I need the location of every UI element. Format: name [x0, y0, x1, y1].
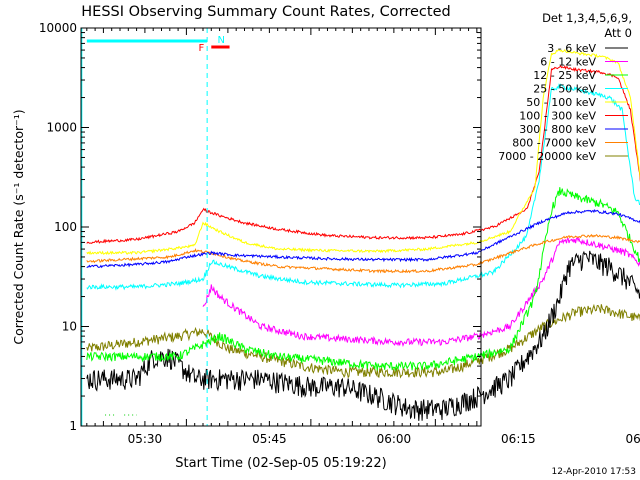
y-tick-label-1: 10 [62, 320, 77, 334]
y-tick-label-0: 1 [69, 419, 77, 433]
series-layer [86, 48, 640, 421]
legend-header-line-1: Det 1,3,4,5,6,9, [542, 11, 632, 25]
series-line-3 [86, 82, 640, 291]
series-line-1 [202, 236, 640, 347]
attenuator-state-label: N [218, 35, 225, 46]
legend-label-3: 25 - 50 keV [533, 83, 596, 96]
x-tick-label-0: 05:30 [128, 432, 163, 446]
legend-label-2: 12 - 25 keV [533, 69, 596, 82]
legend-label-7: 800 - 7000 keV [512, 137, 596, 150]
x-tick-label-2: 06:00 [377, 432, 412, 446]
series-line-8 [86, 303, 640, 379]
legend-label-5: 100 - 300 keV [519, 110, 596, 123]
front-segment-label: F [198, 43, 204, 54]
y-axis-label: Corrected Count Rate (s⁻¹ detector⁻¹) [11, 109, 26, 344]
series-line-4 [86, 48, 640, 256]
legend-label-4: 50 - 100 keV [526, 96, 596, 109]
legend-label-0: 3 - 6 keV [547, 42, 596, 55]
series-line-7 [86, 233, 640, 274]
y-tick-label-2: 100 [54, 220, 77, 234]
series-line-5 [86, 65, 640, 245]
annotation-layer: FN [81, 28, 230, 426]
x-tick-label-3: 06:15 [501, 432, 536, 446]
chart-title: HESSI Observing Summary Count Rates, Cor… [81, 4, 450, 20]
plot-area: FN [80, 27, 640, 427]
x-tick-label-1: 05:45 [252, 432, 287, 446]
legend-label-8: 7000 - 20000 keV [498, 150, 596, 163]
legend-label-6: 300 - 800 keV [519, 123, 596, 136]
y-tick-label-3: 1000 [46, 121, 77, 135]
y-tick-label-4: 10000 [39, 21, 77, 35]
series-line-6 [86, 209, 640, 269]
footer-timestamp: 12-Apr-2010 17:53 [552, 467, 636, 477]
series-line-2 [86, 187, 640, 372]
x-tick-label-4: 06:30 [626, 432, 640, 446]
legend-label-1: 6 - 12 keV [540, 56, 596, 69]
y-axis: 1 10 100 1000 10000 [39, 21, 481, 433]
x-axis-label: Start Time (02-Sep-05 05:19:22) [175, 456, 386, 471]
legend-header-line-2: Att 0 [604, 26, 632, 40]
series-line-0 [86, 250, 640, 421]
